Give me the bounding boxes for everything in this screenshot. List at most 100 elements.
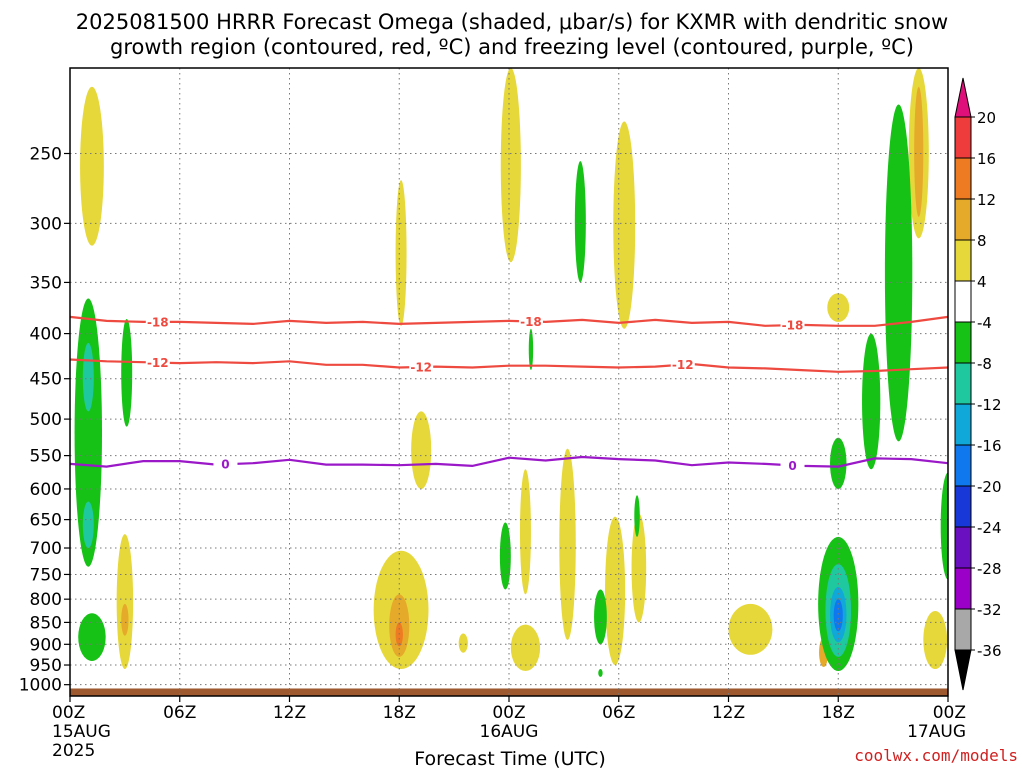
- omega-region-pos4-1: [395, 180, 407, 326]
- omega-region-neg4-26: [528, 328, 534, 371]
- chart-title-line-1: 2025081500 HRRR Forecast Omega (shaded, …: [76, 10, 948, 34]
- colorbar-label-1: 16: [977, 150, 996, 168]
- omega-region-neg16-40: [833, 599, 843, 632]
- colorbar-swatch-9: [954, 485, 972, 528]
- credit-text[interactable]: coolwx.com/models: [854, 746, 1018, 765]
- y-tick-label-850: 850: [30, 613, 62, 633]
- colorbar-label-4: 4: [977, 273, 987, 291]
- omega-region-pos8-18: [121, 603, 129, 636]
- contour-label-bg-1-2: [670, 357, 695, 371]
- y-tick-label-800: 800: [30, 590, 62, 610]
- omega-region-pos4-15: [923, 610, 948, 670]
- colorbar-bottom-arrow: [954, 649, 972, 691]
- colorbar-label-0: 20: [977, 109, 996, 127]
- omega-region-neg4-28: [862, 333, 881, 470]
- omega-region-pos4-12: [605, 516, 626, 666]
- x-tick-date-8: 17AUG: [907, 722, 966, 742]
- omega-region-pos4-16: [458, 633, 468, 653]
- omega-region-neg4-24: [78, 613, 106, 661]
- omega-region-pos4-9: [519, 469, 531, 595]
- y-tick-label-400: 400: [30, 325, 62, 345]
- colorbar-swatch-0: [954, 116, 972, 159]
- omega-region-neg4-29: [940, 472, 948, 580]
- y-tick-label-350: 350: [30, 273, 62, 293]
- y-tick-label-250: 250: [30, 144, 62, 164]
- omega-region-neg4-35: [598, 669, 603, 677]
- y-tick-label-450: 450: [30, 370, 62, 390]
- colorbar-label-3: 8: [977, 232, 987, 250]
- omega-region-neg4-22: [74, 298, 103, 567]
- omega-region-neg8-36: [82, 343, 94, 412]
- contour-label-neg12-0: -12: [147, 356, 169, 370]
- colorbar-label-5: -4: [977, 314, 992, 332]
- contour-label-bg-0-2: [780, 318, 805, 332]
- colorbar-swatch-5: [954, 321, 972, 364]
- contour-layer: -18 -18 -18 -12 -12 -12 0 0: [69, 314, 949, 473]
- omega-region-pos4-0: [80, 86, 104, 246]
- contour-label-bg-0-1: [518, 314, 543, 328]
- x-tick-date-4: 16AUG: [480, 722, 539, 742]
- colorbar-label-7: -12: [977, 396, 1002, 414]
- colorbar-label-6: -8: [977, 355, 992, 373]
- omega-region-neg4-25: [574, 161, 586, 283]
- terrain-band: [70, 688, 948, 696]
- omega-region-pos4-5: [827, 293, 850, 322]
- omega-region-neg4-32: [499, 522, 511, 590]
- x-tick-label-8: 00Z: [933, 703, 966, 723]
- omega-shading-layer: [74, 68, 948, 677]
- omega-region-neg8-37: [82, 501, 94, 549]
- y-tick-label-700: 700: [30, 539, 62, 559]
- colorbar-swatch-2: [954, 198, 972, 241]
- contour-label-bg-1-1: [409, 359, 434, 373]
- y-tick-label-650: 650: [30, 511, 62, 531]
- colorbar-swatch-7: [954, 403, 972, 446]
- colorbar-swatch-4: [954, 280, 972, 323]
- x-tick-date-0: 15AUG: [52, 722, 111, 742]
- contour-label-neg18-2: -18: [782, 319, 804, 333]
- x-tick-label-0: 00Z: [52, 703, 85, 723]
- colorbar-swatch-10: [954, 526, 972, 569]
- chart-title-line-2: growth region (contoured, red, ºC) and f…: [110, 35, 914, 59]
- x-tick-year-0: 2025: [52, 741, 95, 761]
- y-tick-label-500: 500: [30, 410, 62, 430]
- y-tick-label-900: 900: [30, 635, 62, 655]
- colorbar-label-2: 12: [977, 191, 996, 209]
- x-tick-label-3: 18Z: [383, 703, 416, 723]
- y-tick-label-950: 950: [30, 656, 62, 676]
- contour-label-neg12-2: -12: [672, 358, 694, 372]
- contour-label-bg-2-1: [780, 458, 805, 472]
- colorbar-label-13: -36: [977, 642, 1002, 660]
- omega-region-neg4-23: [121, 318, 133, 427]
- y-tick-label-750: 750: [30, 565, 62, 585]
- x-tick-label-4: 00Z: [492, 703, 525, 723]
- y-tick-label-300: 300: [30, 214, 62, 234]
- contour-label-0-0: 0: [221, 458, 229, 472]
- x-axis-title: Forecast Time (UTC): [414, 748, 605, 768]
- omega-region-pos4-3: [613, 121, 636, 329]
- contour-label-bg-2-0: [213, 457, 238, 471]
- colorbar-label-12: -32: [977, 601, 1002, 619]
- omega-region-neg4-27: [884, 104, 913, 442]
- omega-region-neg4-34: [634, 495, 640, 537]
- y-axis: 2503003504004505005506006507007508008509…: [19, 144, 70, 696]
- y-tick-label-550: 550: [30, 447, 62, 467]
- omega-region-pos8-19: [914, 86, 924, 217]
- y-tick-label-1000: 1000: [19, 676, 62, 696]
- colorbar-label-9: -20: [977, 478, 1002, 496]
- terrain-layer: [70, 688, 948, 696]
- omega-region-pos4-10: [510, 624, 541, 672]
- omega-region-neg4-33: [594, 589, 607, 645]
- contour-label-neg18-1: -18: [520, 315, 542, 329]
- omega-region-pos4-13: [631, 513, 647, 623]
- colorbar-swatch-6: [954, 362, 972, 405]
- y-tick-label-600: 600: [30, 480, 62, 500]
- x-tick-label-7: 18Z: [822, 703, 855, 723]
- colorbar-swatch-8: [954, 444, 972, 487]
- contour-label-bg-0-0: [145, 314, 170, 328]
- contour-label-bg-1-0: [145, 355, 170, 369]
- x-tick-label-6: 12Z: [712, 703, 745, 723]
- colorbar-label-11: -28: [977, 560, 1002, 578]
- omega-region-pos4-6: [411, 411, 432, 489]
- omega-region-pos4-7: [116, 534, 134, 670]
